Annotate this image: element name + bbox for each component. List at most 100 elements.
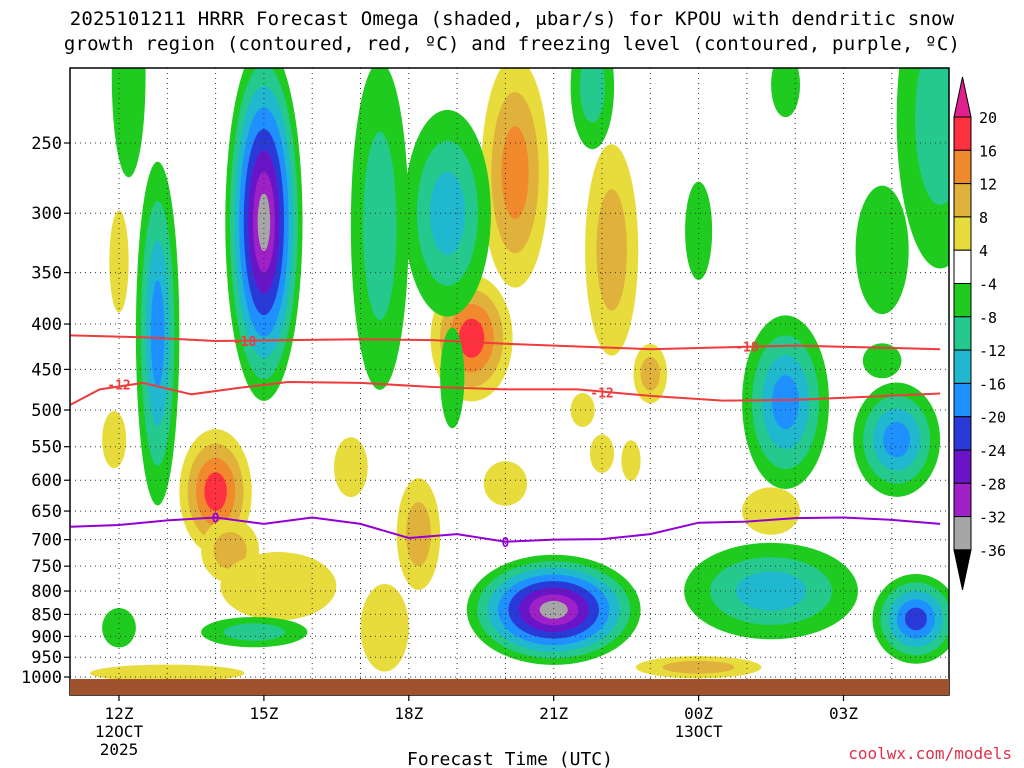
- colorbar-label-4: 4: [979, 242, 988, 260]
- omega-region-6-level-4: [220, 552, 337, 621]
- x-tick-label-24: 00Z: [684, 704, 713, 723]
- y-tick-label-550: 550: [31, 438, 62, 458]
- omega-region-16-level-4: [102, 411, 127, 469]
- omega-region-1-level-16: [204, 472, 227, 512]
- x-tick-date-12: 12OCT: [95, 722, 144, 741]
- omega-region-23-level--16: [772, 375, 800, 430]
- y-tick-label-500: 500: [31, 401, 62, 421]
- omega-region-27-level--12: [429, 171, 465, 255]
- omega-region-33-level--4: [855, 185, 909, 315]
- contour-label-0-0: -18: [233, 335, 257, 350]
- ground-surface: [70, 679, 949, 695]
- omega-region-22-level--20: [904, 607, 927, 631]
- omega-region-34-level--8: [915, 68, 949, 205]
- x-tick-year-12: 2025: [100, 740, 139, 759]
- omega-region-19-level--32: [257, 193, 271, 252]
- colorbar-label-5: -4: [979, 276, 997, 294]
- colorbar-top-arrow: [953, 76, 972, 118]
- colorbar-bin-1: [953, 149, 972, 185]
- omega-region-26-level--8: [363, 131, 397, 321]
- omega-region-4-level-12: [501, 126, 529, 219]
- colorbar-bin-11: [953, 482, 972, 518]
- colorbar-label-0: 20: [979, 109, 997, 127]
- y-tick-label-1000: 1000: [21, 668, 62, 688]
- omega-region-28-level--4: [440, 327, 465, 429]
- y-tick-label-850: 850: [31, 605, 62, 625]
- y-tick-label-950: 950: [31, 648, 62, 668]
- chart-title-line-2: growth region (contoured, red, ºC) and f…: [63, 33, 961, 55]
- omega-region-13-level-4: [333, 437, 368, 498]
- colorbar-bin-0: [953, 116, 972, 151]
- colorbar-bottom-arrow: [953, 549, 972, 591]
- x-tick-label-27: 03Z: [829, 704, 858, 723]
- omega-region-7-level-4: [90, 664, 245, 679]
- y-tick-label-400: 400: [31, 315, 62, 335]
- omega-region-30-level--8: [223, 623, 285, 641]
- colorbar-bin-3: [953, 216, 972, 251]
- omega-region-18-level-4: [360, 583, 409, 672]
- contour-line-1: [70, 380, 941, 406]
- contour-label-1-1: -12: [590, 387, 613, 402]
- colorbar-label-12: -32: [979, 509, 1006, 527]
- y-tick-label-800: 800: [31, 582, 62, 602]
- omega-region-21-level--12: [736, 571, 807, 611]
- y-tick-label-900: 900: [31, 627, 62, 647]
- colorbar-label-8: -16: [979, 375, 1006, 393]
- omega-colorbar: 20 16 12 8 4 -4 -8 -12 -16 -20 -24 -28 -32 -36: [953, 76, 1006, 591]
- temperature-contours: -18 -18 -12 -12 0 0: [70, 334, 941, 551]
- colorbar-bin-8: [953, 382, 972, 418]
- colorbar-label-9: -20: [979, 409, 1006, 427]
- colorbar-label-2: 12: [979, 176, 997, 194]
- site-credit[interactable]: coolwx.com/models: [848, 744, 1012, 763]
- x-tick-label-18: 18Z: [394, 704, 423, 723]
- contour-line-0: [70, 334, 941, 351]
- omega-region-35-level--4: [771, 68, 801, 118]
- y-tick-label-300: 300: [31, 204, 62, 224]
- omega-region-12-level-4: [742, 487, 801, 535]
- colorbar-bin-12: [953, 516, 972, 551]
- x-tick-date-24: 13OCT: [675, 722, 724, 741]
- contour-label-0-1: -18: [735, 340, 759, 355]
- dotted-grid: [70, 68, 949, 679]
- omega-region-31-level--8: [579, 68, 605, 123]
- omega-region-17-level-4: [621, 440, 641, 481]
- omega-region-15-level-4: [109, 210, 129, 313]
- omega-region-36-level--4: [862, 343, 902, 379]
- colorbar-bin-10: [953, 449, 972, 484]
- contour-label-2-0: 0: [212, 512, 220, 527]
- chart-title-line-1: 2025101211 HRRR Forecast Omega (shaded, …: [69, 8, 955, 30]
- contour-label-1-0: -12: [107, 379, 130, 394]
- colorbar-bin-7: [953, 349, 972, 384]
- x-axis-label: Forecast Time (UTC): [407, 749, 613, 768]
- omega-shading: [90, 68, 949, 679]
- omega-region-0-level-16: [458, 318, 485, 358]
- colorbar-bin-4: [953, 249, 972, 284]
- omega-region-24-level--16: [883, 421, 911, 458]
- contour-label-2-1: 0: [501, 536, 509, 551]
- colorbar-bin-5: [953, 283, 972, 318]
- y-tick-label-450: 450: [31, 360, 62, 380]
- x-tick-label-15: 15Z: [249, 704, 278, 723]
- omega-region-25-level--16: [150, 280, 165, 387]
- y-tick-label-650: 650: [31, 502, 62, 522]
- y-tick-label-600: 600: [31, 471, 62, 491]
- y-tick-label-350: 350: [31, 264, 62, 284]
- contour-line-2: [70, 516, 941, 543]
- colorbar-bin-9: [953, 416, 972, 451]
- colorbar-label-11: -28: [979, 475, 1006, 493]
- x-tick-label-12: 12Z: [105, 704, 134, 723]
- omega-region-8-level-8: [662, 660, 735, 674]
- y-tick-label-700: 700: [31, 531, 62, 551]
- omega-region-3-level-8: [405, 501, 431, 567]
- omega-region-37-level--4: [111, 68, 146, 178]
- omega-region-14-level-4: [570, 393, 595, 427]
- x-tick-label-21: 21Z: [539, 704, 568, 723]
- omega-region-29-level--4: [102, 608, 136, 648]
- colorbar-label-6: -8: [979, 309, 997, 327]
- colorbar-label-3: 8: [979, 209, 988, 227]
- omega-region-32-level--4: [685, 181, 713, 280]
- colorbar-bin-6: [953, 316, 972, 351]
- y-tick-label-250: 250: [31, 134, 62, 154]
- y-tick-label-750: 750: [31, 557, 62, 577]
